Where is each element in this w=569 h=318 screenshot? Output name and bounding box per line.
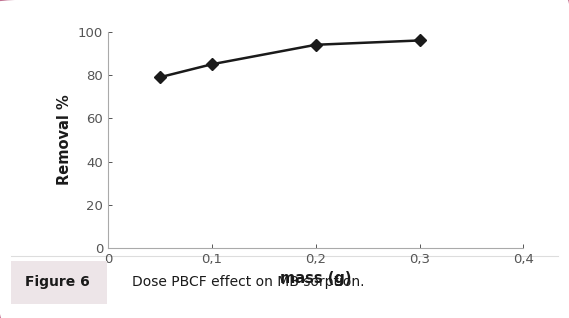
Text: Figure 6: Figure 6 xyxy=(26,275,90,289)
X-axis label: mass (g): mass (g) xyxy=(280,272,352,287)
Text: Dose PBCF effect on MB sorption.: Dose PBCF effect on MB sorption. xyxy=(131,275,364,289)
FancyBboxPatch shape xyxy=(11,261,107,304)
Y-axis label: Removal %: Removal % xyxy=(57,94,72,185)
